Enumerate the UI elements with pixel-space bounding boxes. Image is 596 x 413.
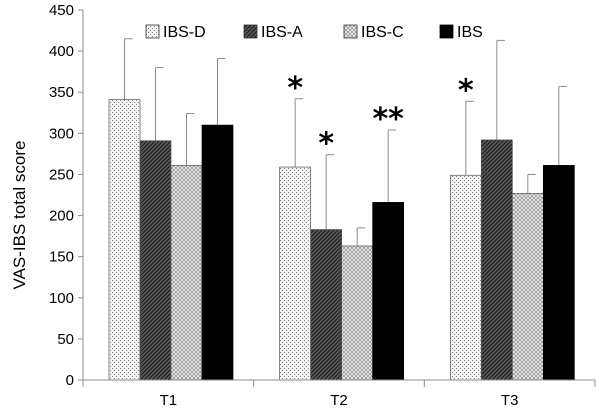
y-tick-label: 450 (49, 2, 74, 19)
y-tick-label: 100 (49, 290, 74, 307)
legend-label-ibs-a: IBS-A (261, 24, 303, 41)
legend-item-ibs-a: IBS-A (243, 24, 303, 41)
significance-marker: * (458, 73, 474, 108)
bar-ibs-c-t1 (170, 165, 203, 381)
y-tick-label: 300 (49, 125, 74, 142)
bar-ibs-c-t2 (341, 245, 374, 381)
y-tick-label: 400 (49, 43, 74, 60)
y-axis-title: VAS-IBS total score (10, 141, 29, 290)
bar-ibs-a-t2 (310, 229, 343, 381)
bar-ibs-t3 (542, 165, 575, 381)
bar-ibs-t2 (372, 202, 405, 381)
y-tick-label: 200 (49, 208, 74, 225)
legend-label-ibs-c: IBS-C (361, 24, 404, 41)
bar-ibs-a-t1 (139, 140, 172, 381)
x-tick-label-t3: T3 (501, 392, 519, 409)
legend-swatch-ibs-a (243, 24, 258, 39)
bar-ibs-d-t2 (279, 166, 312, 381)
x-tick-label-t2: T2 (330, 392, 348, 409)
legend-label-ibs-d: IBS-D (163, 24, 206, 41)
legend-item-ibs-d: IBS-D (145, 24, 206, 41)
bar-ibs-t1 (201, 124, 234, 381)
y-tick-label: 250 (49, 166, 74, 183)
legend-item-ibs: IBS (439, 24, 483, 41)
y-tick-label: 0 (66, 372, 74, 389)
bar-ibs-a-t3 (480, 139, 513, 381)
legend-swatch-ibs (439, 24, 454, 39)
significance-marker: * (287, 71, 303, 106)
legend-swatch-ibs-c (343, 24, 358, 39)
bar-ibs-c-t3 (511, 193, 544, 381)
y-tick-label: 150 (49, 249, 74, 266)
legend-swatch-ibs-d (145, 24, 160, 39)
y-tick-label: 350 (49, 84, 74, 101)
y-tick-label: 50 (57, 331, 74, 348)
bar-ibs-d-t3 (449, 174, 482, 381)
legend-item-ibs-c: IBS-C (343, 24, 404, 41)
bar-ibs-d-t1 (108, 99, 141, 381)
legend: IBS-D IBS-A IBS-C IBS (145, 24, 483, 41)
significance-marker: ** (372, 102, 404, 137)
significance-marker: * (318, 127, 334, 162)
x-tick-label-t1: T1 (160, 392, 178, 409)
legend-label-ibs: IBS (457, 24, 483, 41)
